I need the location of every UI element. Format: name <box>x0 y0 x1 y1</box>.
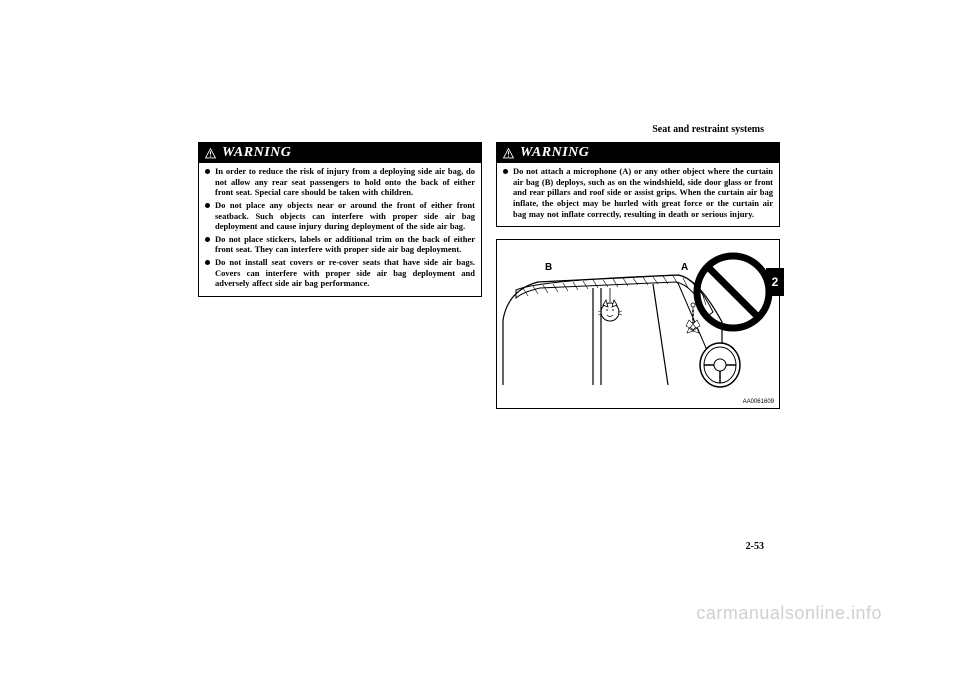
content-columns: WARNING In order to reduce the risk of i… <box>198 142 780 409</box>
warning-text: Do not place stickers, labels or additio… <box>215 234 475 255</box>
warning-item: Do not place any objects near or around … <box>205 200 475 232</box>
warning-triangle-icon <box>205 148 216 159</box>
label-a: A <box>681 262 688 273</box>
right-column: WARNING Do not attach a microphone (A) o… <box>496 142 780 409</box>
warning-box-left: WARNING In order to reduce the risk of i… <box>198 142 482 297</box>
chapter-tab: 2 <box>766 268 784 296</box>
warning-body: Do not attach a microphone (A) or any ot… <box>497 163 779 226</box>
warning-header: WARNING <box>199 143 481 163</box>
warning-header: WARNING <box>497 143 779 163</box>
section-title: Seat and restraint systems <box>652 124 764 135</box>
warning-text: Do not attach a microphone (A) or any ot… <box>513 166 773 219</box>
page-container: Seat and restraint systems WARNING In or… <box>0 0 960 678</box>
warning-item: Do not place stickers, labels or additio… <box>205 234 475 255</box>
bullet-icon <box>205 203 210 208</box>
warning-item: Do not install seat covers or re-cover s… <box>205 257 475 289</box>
bullet-icon <box>205 169 210 174</box>
warning-triangle-icon <box>503 148 514 159</box>
warning-body: In order to reduce the risk of injury fr… <box>199 163 481 296</box>
bullet-icon <box>205 260 210 265</box>
left-column: WARNING In order to reduce the risk of i… <box>198 142 482 409</box>
warning-item: In order to reduce the risk of injury fr… <box>205 166 475 198</box>
label-b: B <box>545 262 552 273</box>
illustration-box: B A AA0061609 <box>496 239 780 409</box>
chapter-number: 2 <box>772 275 779 289</box>
car-diagram-svg: B A <box>497 240 779 408</box>
warning-text: Do not place any objects near or around … <box>215 200 475 232</box>
warning-text: Do not install seat covers or re-cover s… <box>215 257 475 289</box>
image-id: AA0061609 <box>743 399 774 405</box>
watermark: carmanualsonline.info <box>696 603 882 624</box>
page-number: 2-53 <box>746 541 764 552</box>
warning-text: In order to reduce the risk of injury fr… <box>215 166 475 198</box>
bullet-icon <box>503 169 508 174</box>
bullet-icon <box>205 237 210 242</box>
warning-title: WARNING <box>222 145 291 161</box>
warning-item: Do not attach a microphone (A) or any ot… <box>503 166 773 219</box>
warning-title: WARNING <box>520 145 589 161</box>
warning-box-right: WARNING Do not attach a microphone (A) o… <box>496 142 780 227</box>
